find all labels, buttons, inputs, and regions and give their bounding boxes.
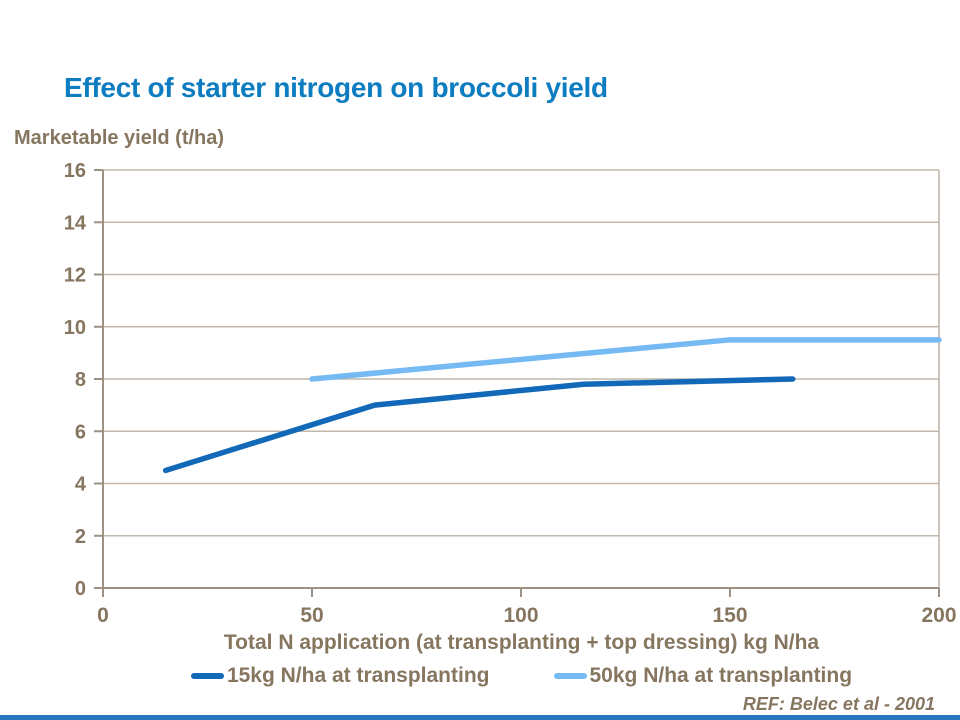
- bottom-accent-bar: [0, 715, 960, 720]
- y-tick-label-16: 16: [64, 160, 86, 182]
- series-line-1: [309, 337, 942, 382]
- x-tick-label-0: 0: [97, 604, 109, 627]
- y-tick-label-8: 8: [75, 369, 86, 391]
- y-tick-label-10: 10: [64, 317, 86, 339]
- legend-label: 15kg N/ha at transplanting: [226, 664, 490, 687]
- x-axis-title: Total N application (at transplanting + …: [223, 631, 820, 654]
- x-tick-label-150: 150: [712, 604, 747, 627]
- x-tick-label-200: 200: [921, 604, 956, 627]
- legend-line-marker-dark-blue: [190, 673, 224, 679]
- y-axis-title: Marketable yield (t/ha): [14, 127, 225, 149]
- y-tick-label-4: 4: [75, 474, 87, 496]
- page-title: Effect of starter nitrogen on broccoli y…: [64, 72, 608, 103]
- legend-item-15kg: 15kg N/ha at transplanting: [190, 664, 490, 688]
- y-tick-label-6: 6: [75, 421, 86, 443]
- legend-line-marker-light-blue: [553, 673, 587, 679]
- y-tick-label-12: 12: [64, 265, 86, 287]
- y-tick-label-2: 2: [75, 526, 86, 548]
- y-tick-label-0: 0: [75, 578, 86, 600]
- y-tick-label-14: 14: [64, 212, 87, 234]
- reference-note: REF: Belec et al - 2001: [742, 694, 935, 714]
- x-tick-label-50: 50: [300, 604, 323, 627]
- series-line-0: [162, 376, 796, 474]
- chart-legend: 15kg N/ha at transplanting 50kg N/ha at …: [103, 664, 940, 688]
- legend-item-50kg: 50kg N/ha at transplanting: [553, 664, 853, 688]
- x-tick-label-100: 100: [503, 604, 538, 627]
- legend-label: 50kg N/ha at transplanting: [589, 664, 853, 687]
